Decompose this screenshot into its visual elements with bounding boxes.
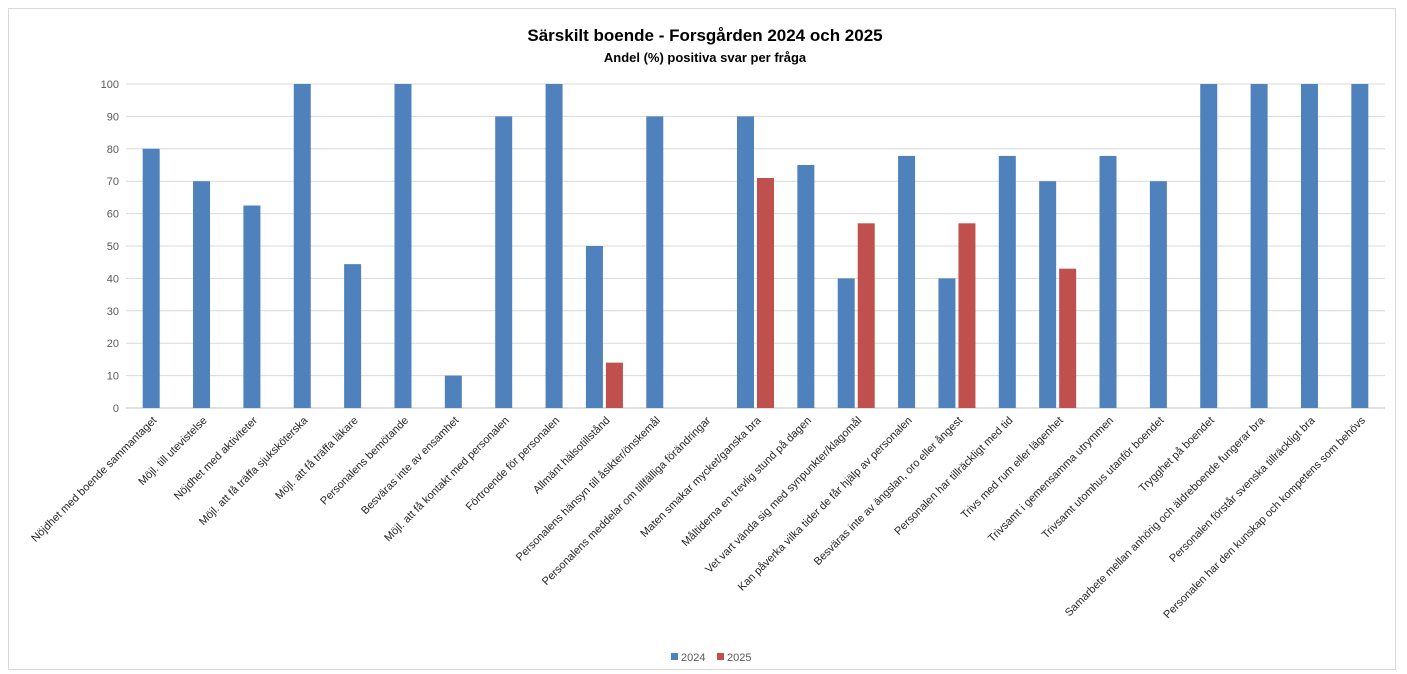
y-tick-label: 80 bbox=[107, 144, 119, 156]
x-tick-label: Möjl. att få träffa läkare bbox=[273, 415, 360, 502]
bar-2024 bbox=[938, 278, 956, 408]
x-tick-label: Nöjdhet med aktiviteter bbox=[172, 414, 260, 502]
x-tick-label: Möjl. att få träffa sjuksköterska bbox=[197, 414, 311, 528]
bar-2024 bbox=[646, 116, 664, 409]
bar-2024 bbox=[293, 84, 311, 408]
bars bbox=[142, 84, 1369, 409]
y-tick-label: 90 bbox=[107, 111, 119, 123]
chart-canvas: Särskilt boende - Forsgården 2024 och 20… bbox=[29, 26, 1385, 664]
legend: 2024 2025 bbox=[671, 652, 751, 664]
x-tick-label: Trivs med rum eller lägenhet bbox=[959, 415, 1066, 522]
bar-2024 bbox=[394, 84, 412, 408]
x-tick-label: Personalens meddelar om tillfälliga förä… bbox=[540, 414, 713, 587]
y-tick-label: 50 bbox=[107, 241, 119, 253]
bar-2025 bbox=[757, 177, 774, 408]
y-tick-label: 70 bbox=[107, 176, 119, 188]
bar-2024 bbox=[1200, 84, 1218, 408]
bar-2025 bbox=[857, 223, 875, 408]
legend-swatch-2024 bbox=[671, 653, 678, 660]
bar-2025 bbox=[1059, 268, 1077, 408]
bar-2024 bbox=[1300, 84, 1318, 408]
bar-2024 bbox=[1149, 181, 1167, 408]
bar-2024 bbox=[585, 246, 603, 408]
bar-2024 bbox=[1351, 84, 1369, 408]
bar-2024 bbox=[243, 205, 261, 408]
gridlines bbox=[126, 83, 1385, 409]
y-tick-label: 60 bbox=[107, 209, 119, 221]
bar-2024 bbox=[797, 165, 815, 408]
bar-2024 bbox=[142, 148, 160, 409]
bar-2025 bbox=[958, 223, 976, 408]
legend-swatch-2025 bbox=[717, 653, 724, 660]
y-tick-label: 10 bbox=[107, 371, 119, 383]
bar-2024 bbox=[1250, 84, 1268, 408]
y-tick-label: 20 bbox=[107, 338, 119, 350]
y-axis-ticks: 0 10 20 30 40 50 60 70 80 90 100 bbox=[101, 79, 119, 415]
legend-label: 2024 bbox=[681, 652, 705, 664]
bar-2024 bbox=[998, 155, 1016, 408]
bar-2024 bbox=[545, 84, 563, 408]
bar-2024 bbox=[837, 278, 855, 408]
y-tick-label: 40 bbox=[107, 273, 119, 285]
bar-2024 bbox=[1039, 181, 1057, 408]
bar-2024 bbox=[193, 181, 211, 408]
x-tick-label: Besväras inte av ensamhet bbox=[359, 415, 461, 517]
chart-title: Särskilt boende - Forsgården 2024 och 20… bbox=[527, 26, 882, 45]
bar-2024 bbox=[444, 375, 462, 408]
legend-label: 2025 bbox=[727, 652, 751, 664]
y-tick-label: 100 bbox=[101, 79, 119, 91]
bar-2024 bbox=[737, 116, 754, 409]
bar-2024 bbox=[495, 116, 513, 409]
bar-2025 bbox=[605, 362, 623, 408]
x-tick-label: Kan påverka vilka tider de får hjälp av … bbox=[736, 415, 915, 594]
bar-2024 bbox=[898, 155, 916, 408]
x-tick-label: Personalens bemötande bbox=[318, 415, 411, 508]
y-tick-label: 30 bbox=[107, 306, 119, 318]
bar-2024 bbox=[344, 264, 362, 408]
x-tick-label: Förtroende för personalen bbox=[464, 415, 562, 513]
y-tick-label: 0 bbox=[113, 403, 119, 415]
chart-subtitle: Andel (%) positiva svar per fråga bbox=[604, 50, 807, 65]
bar-2024 bbox=[1099, 155, 1117, 408]
chart-frame: Särskilt boende - Forsgården 2024 och 20… bbox=[8, 8, 1396, 670]
